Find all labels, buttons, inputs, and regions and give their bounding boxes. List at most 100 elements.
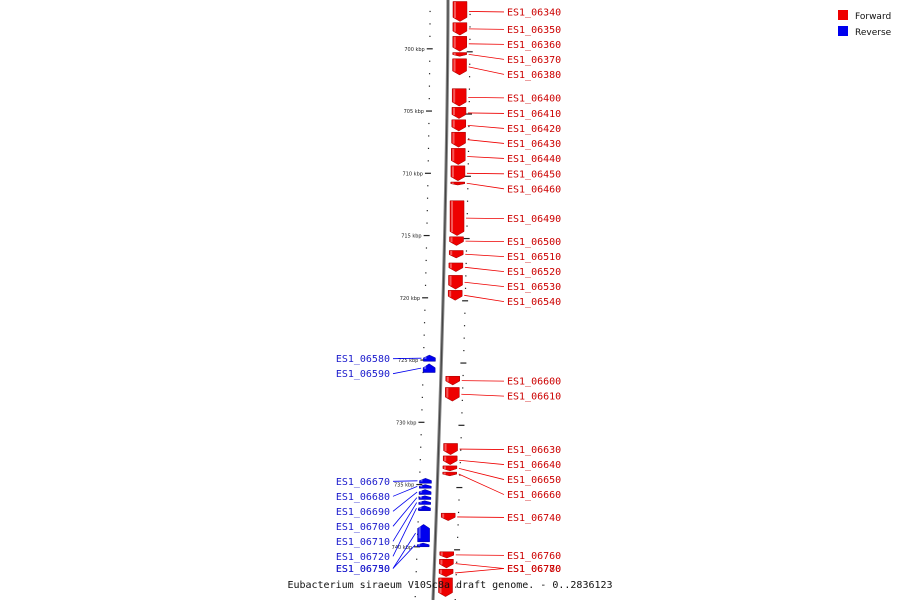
gene-highlight [453,23,456,32]
tick-mark [464,312,466,314]
gene-label[interactable]: ES1_06400 [507,93,561,104]
reverse-gene[interactable] [418,489,432,495]
forward-gene[interactable] [445,375,461,386]
gene-label[interactable]: ES1_06590 [336,369,390,380]
tick-label: 730 kbp [396,420,416,426]
gene-label[interactable]: ES1_06680 [336,492,390,503]
tick-mark [421,396,423,398]
gene-label[interactable]: ES1_06460 [507,184,561,195]
gene-label[interactable]: ES1_06770 [507,564,561,575]
gene-label[interactable]: ES1_06430 [507,139,561,150]
gene-label[interactable]: ES1_06420 [507,124,561,135]
gene-label[interactable]: ES1_06630 [507,445,561,456]
forward-gene[interactable] [452,22,468,36]
forward-gene[interactable] [447,290,463,301]
gene-label[interactable]: ES1_06450 [507,169,561,180]
gene-highlight [453,1,456,18]
forward-gene[interactable] [448,275,463,290]
gene-label[interactable]: ES1_06720 [336,552,390,563]
gene-label[interactable]: ES1_06510 [507,252,561,263]
forward-gene[interactable] [442,465,458,472]
gene-label[interactable]: ES1_06530 [507,282,561,293]
gene-label[interactable]: ES1_06370 [507,55,561,66]
gene-label[interactable]: ES1_06540 [507,297,561,308]
gene-highlight [443,472,446,475]
gene-label[interactable]: ES1_06600 [507,377,561,388]
forward-gene[interactable] [450,181,466,186]
forward-gene[interactable] [449,200,465,236]
gene-label[interactable]: ES1_06760 [507,551,561,562]
forward-gene[interactable] [451,88,467,107]
reverse-gene[interactable] [418,495,432,500]
reverse-gene[interactable] [418,500,431,505]
forward-gene[interactable] [439,551,455,559]
gene-label[interactable]: ES1_06440 [507,154,561,165]
forward-gene[interactable] [452,58,467,76]
gene-highlight [452,120,455,128]
tick-mark [461,399,463,401]
forward-gene[interactable] [443,443,458,455]
forward-gene[interactable] [451,148,466,165]
gene-label[interactable]: ES1_06350 [507,25,561,36]
tick-mark [454,549,461,551]
gene-label[interactable]: ES1_06410 [507,109,561,120]
tick-mark [428,85,431,87]
reverse-gene[interactable] [417,524,430,543]
gene-label[interactable]: ES1_06710 [336,537,390,548]
reverse-gene[interactable] [423,354,436,362]
forward-gene[interactable] [438,577,453,597]
tick-mark [457,524,459,526]
gene-label[interactable]: ES1_06490 [507,214,561,225]
gene-label[interactable]: ES1_06640 [507,460,561,471]
reverse-gene[interactable] [422,363,436,373]
gene-label[interactable]: ES1_06360 [507,40,561,51]
gene-highlight [451,182,454,185]
forward-gene[interactable] [448,250,464,259]
forward-gene[interactable] [452,52,467,57]
forward-gene[interactable] [452,36,468,52]
gene-highlight [443,466,446,470]
forward-gene[interactable] [442,471,457,477]
tick-mark [462,387,464,389]
gene-label[interactable]: ES1_06670 [336,477,390,488]
forward-gene[interactable] [448,262,464,272]
forward-gene[interactable] [451,107,467,119]
reverse-gene[interactable] [418,505,431,511]
label-leader-line [467,156,505,159]
gene-label[interactable]: ES1_06660 [507,490,561,501]
gene-label[interactable]: ES1_06610 [507,392,561,403]
forward-gene[interactable] [445,387,460,402]
gene-label[interactable]: ES1_06690 [336,507,390,518]
forward-gene[interactable] [440,512,456,521]
label-leader-line [457,516,505,518]
gene-label[interactable]: ES1_06650 [507,475,561,486]
tick-mark [468,88,471,90]
gene-label[interactable]: ES1_06700 [336,522,390,533]
forward-gene[interactable] [452,1,468,22]
gene-label[interactable]: ES1_06780 [507,564,561,575]
tick-mark [424,284,427,286]
tick-mark [466,225,468,227]
forward-gene[interactable] [438,568,454,577]
forward-gene[interactable] [439,559,454,569]
reverse-gene[interactable] [419,484,432,489]
gene-label[interactable]: ES1_06740 [507,513,561,524]
gene-label[interactable]: ES1_06340 [507,7,561,18]
reverse-gene[interactable] [419,478,432,484]
forward-gene[interactable] [451,131,466,148]
gene-label[interactable]: ES1_06500 [507,237,561,248]
tick-mark [425,110,432,112]
forward-gene[interactable] [450,165,466,182]
label-leader-line [392,502,418,542]
reverse-gene[interactable] [416,542,430,548]
forward-gene[interactable] [451,119,467,132]
forward-gene[interactable] [442,455,458,465]
gene-highlight [449,263,452,269]
forward-gene[interactable] [449,236,464,246]
gene-label[interactable]: ES1_06380 [507,70,561,81]
gene-label[interactable]: ES1_06750 [336,564,390,575]
gene-label[interactable]: ES1_06520 [507,267,561,278]
gene-label[interactable]: ES1_06580 [336,354,390,365]
gene-label[interactable]: ES1_06730 [336,564,390,575]
label-leader-line [455,568,505,574]
